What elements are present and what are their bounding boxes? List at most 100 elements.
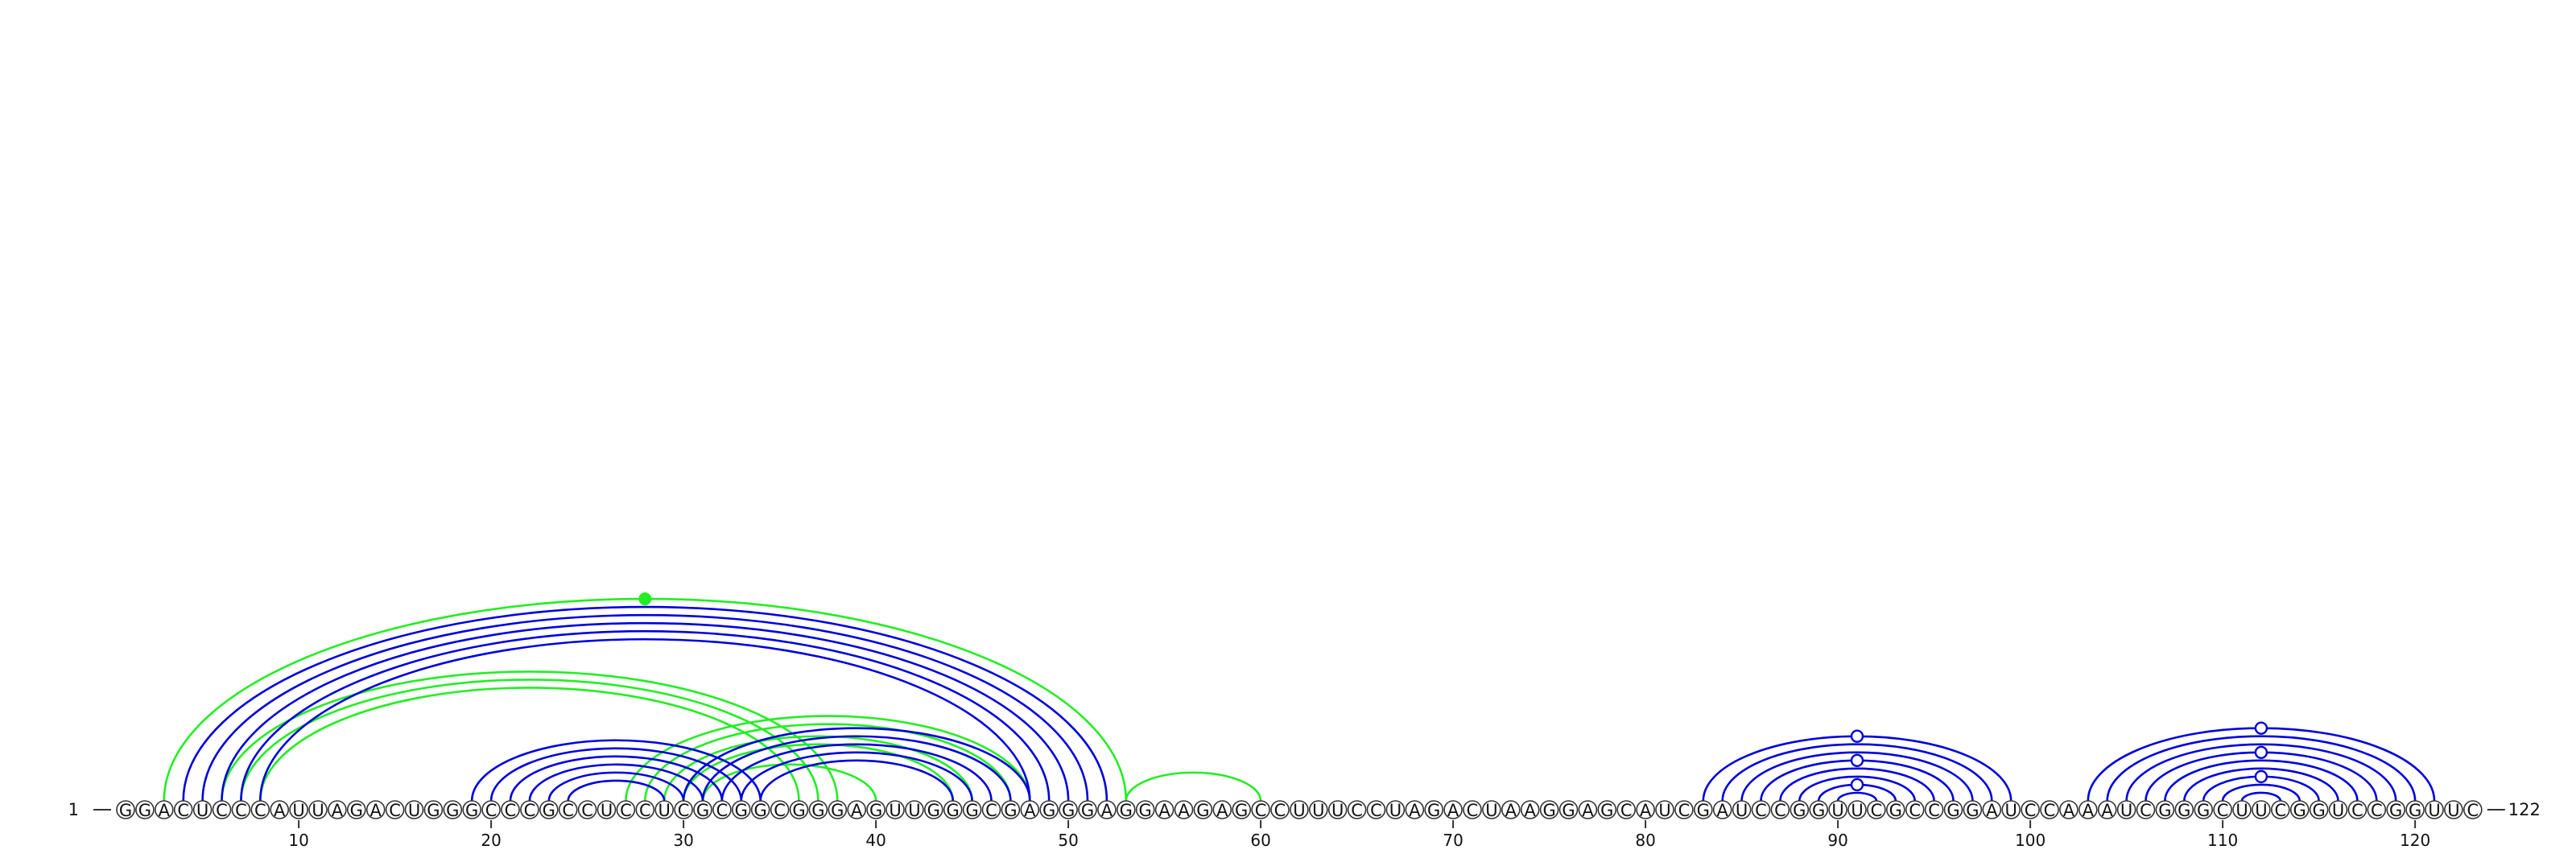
nucleotide: C bbox=[2040, 800, 2059, 820]
nucleotide-letter: G bbox=[2312, 801, 2325, 820]
nucleotide-letter: C bbox=[216, 801, 228, 820]
nucleotide-circle bbox=[270, 800, 290, 819]
sequence-backbone: 1 122 bbox=[68, 800, 2541, 819]
nucleotide-letter: C bbox=[254, 801, 266, 820]
green-pair-arc bbox=[644, 723, 1012, 802]
nucleotide: U bbox=[1290, 800, 1309, 820]
blue-pair-arc bbox=[720, 743, 993, 802]
nucleotide-letter: G bbox=[2409, 801, 2421, 820]
nucleotide-circle bbox=[2347, 800, 2368, 819]
nucleotide-letter: C bbox=[235, 801, 247, 820]
nucleotide-circle bbox=[1655, 800, 1674, 819]
green-pair-arc bbox=[663, 735, 973, 802]
nucleotide-circle bbox=[808, 800, 828, 819]
nucleotide-letter: U bbox=[908, 801, 920, 820]
nucleotide-letter: A bbox=[1582, 801, 1594, 820]
nucleotide-circle bbox=[789, 800, 809, 819]
nucleotide-circle bbox=[1732, 800, 1752, 819]
nucleotide-circle bbox=[135, 800, 155, 819]
nucleotide-letter: C bbox=[2044, 801, 2056, 820]
nucleotide-letter: C bbox=[1620, 801, 1633, 820]
nucleotide-circle bbox=[1539, 800, 1559, 819]
nucleotide-circle bbox=[1751, 800, 1771, 819]
nucleotide-letter: G bbox=[119, 801, 132, 820]
nucleotide-letter: U bbox=[292, 801, 304, 820]
nucleotide-letter: A bbox=[1101, 801, 1113, 820]
tick-label: 50 bbox=[1058, 831, 1078, 850]
nucleotide-letter: C bbox=[177, 801, 189, 820]
nucleotide-circle bbox=[1424, 800, 1443, 819]
nucleotide: C bbox=[712, 800, 732, 820]
nucleotide: G bbox=[423, 800, 444, 820]
nucleotide: C bbox=[770, 800, 790, 820]
nucleotide: U bbox=[308, 800, 328, 820]
nucleotide-circle bbox=[962, 800, 982, 819]
nucleotide-letter: G bbox=[1081, 801, 1094, 820]
nucleotide-circle bbox=[847, 800, 866, 819]
nucleotide-circle bbox=[501, 800, 520, 819]
nucleotide-circle bbox=[886, 800, 905, 819]
nucleotide-circle bbox=[231, 800, 251, 819]
nucleotide-circle bbox=[2059, 800, 2079, 819]
nucleotide-letter: G bbox=[138, 801, 151, 820]
nucleotide-letter: C bbox=[1774, 801, 1786, 820]
nucleotide: A bbox=[155, 800, 174, 820]
nucleotide-circle bbox=[1405, 800, 1425, 819]
nucleotide-circle bbox=[2001, 800, 2021, 819]
nucleotide: C bbox=[635, 800, 655, 820]
nucleotide-circle bbox=[1558, 800, 1579, 819]
nucleotide-circle bbox=[2194, 800, 2213, 819]
nucleotide-circle bbox=[750, 800, 770, 819]
nucleotide-letter: G bbox=[927, 801, 940, 820]
nucleotide: A bbox=[1212, 800, 1232, 820]
nucleotide-letter: C bbox=[2467, 801, 2479, 820]
nucleotide-circle bbox=[1232, 800, 1251, 819]
nucleotide-circle bbox=[654, 800, 675, 819]
nucleotide-letter: G bbox=[811, 801, 824, 820]
blue-pair-arc bbox=[182, 605, 1108, 802]
nucleotide: C bbox=[1905, 800, 1925, 820]
nucleotide-circle bbox=[616, 800, 636, 819]
nucleotide: U bbox=[289, 800, 308, 820]
nucleotide: G bbox=[1790, 800, 1810, 820]
nucleotide-letter: U bbox=[1331, 801, 1344, 820]
blue-pair-arc bbox=[2221, 783, 2301, 802]
nucleotide: A bbox=[1712, 800, 1732, 820]
nucleotide: U bbox=[2252, 800, 2271, 820]
nucleotide-circle bbox=[1501, 800, 1521, 819]
green-pair-arc bbox=[682, 743, 954, 802]
nucleotide-circle bbox=[2097, 800, 2117, 819]
nucleotide-letter: C bbox=[389, 801, 401, 820]
nucleotide: C bbox=[385, 800, 405, 820]
nucleotide-letter: C bbox=[1274, 801, 1286, 820]
nucleotide-letter: A bbox=[1178, 801, 1190, 820]
nucleotide-circle bbox=[423, 800, 444, 819]
nucleotide: C bbox=[1751, 800, 1771, 820]
nucleotide-circle bbox=[1963, 800, 1983, 819]
nucleotide-letter: U bbox=[1389, 801, 1402, 820]
nucleotide: C bbox=[1366, 800, 1386, 820]
blue-pair-arc bbox=[2087, 727, 2436, 802]
nucleotide: G bbox=[116, 800, 135, 820]
nucleotide-letter: U bbox=[2428, 801, 2440, 820]
nucleotide: G bbox=[1193, 800, 1213, 820]
nucleotide: A bbox=[1154, 800, 1174, 820]
nucleotide: G bbox=[2405, 800, 2425, 820]
nucleotide-circle bbox=[1039, 800, 1059, 819]
nucleotide-letter: A bbox=[274, 801, 286, 820]
nucleotide-letter: U bbox=[658, 801, 671, 820]
nucleotide-circle bbox=[2079, 800, 2098, 819]
blue-pair-arc bbox=[2183, 767, 2339, 802]
nucleotide-letter: G bbox=[1196, 801, 1209, 820]
nucleotide: U bbox=[597, 800, 617, 820]
nucleotide-letter: G bbox=[792, 801, 805, 820]
nucleotide-letter: G bbox=[1427, 801, 1440, 820]
nucleotide-circle bbox=[1770, 800, 1790, 819]
nucleotide-circle bbox=[1886, 800, 1905, 819]
green-pair-arc bbox=[221, 670, 839, 802]
nucleotide-letter: U bbox=[1485, 801, 1497, 820]
blue-pair-arc bbox=[1798, 775, 1916, 802]
nucleotide-circle bbox=[1636, 800, 1655, 819]
nucleotide: C bbox=[1251, 800, 1270, 820]
nucleotide: C bbox=[1674, 800, 1694, 820]
